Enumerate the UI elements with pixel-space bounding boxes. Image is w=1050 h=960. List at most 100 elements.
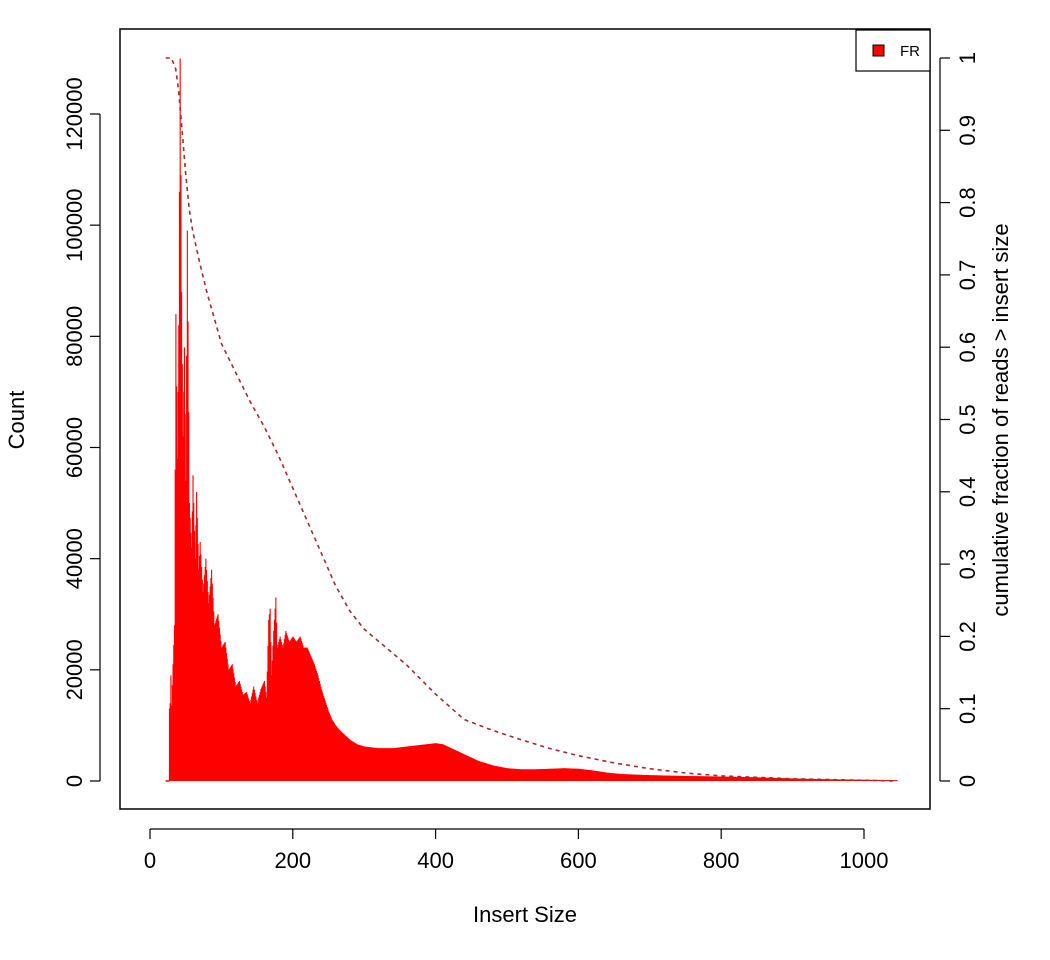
histogram-bar [728,776,730,781]
histogram-bar [632,774,634,781]
histogram-bar [560,768,562,781]
histogram-bar [748,777,750,781]
histogram-bar [419,745,421,781]
histogram-bar [760,777,762,781]
histogram-bar [777,778,779,781]
histogram-bar [245,692,247,781]
histogram-bar [568,768,570,781]
histogram-bar [528,769,530,781]
histogram-bar [227,664,229,781]
histogram-bar [533,769,535,781]
histogram-bar [211,583,213,781]
histogram-bar [538,769,540,781]
histogram-bar [248,698,250,781]
histogram-bar [178,191,181,782]
histogram-bar [630,774,632,781]
histogram-bar [183,391,185,781]
histogram-bar [640,774,642,781]
histogram-bar [772,777,775,781]
histogram-bar [198,555,201,781]
histogram-bar [861,779,863,781]
histogram-bar [733,776,735,781]
histogram-bar [431,743,433,781]
legend: FR [855,29,931,72]
histogram-bar [181,364,183,781]
histogram-bar [437,743,439,781]
histogram-bar [713,776,715,781]
histogram-bar [700,776,702,781]
histogram-bar [373,747,375,781]
histogram-bar [286,633,288,781]
histogram-bar [548,768,550,781]
histogram-bar [310,655,312,781]
histogram-bar [257,700,259,781]
histogram-bar [201,579,203,781]
histogram-bar [173,625,176,781]
histogram-bar [775,777,777,781]
histogram-bar [233,677,236,781]
histogram-bar [560,768,563,781]
histogram-bar [656,775,658,781]
histogram-bar [614,773,616,781]
histogram-bar [408,746,410,781]
histogram-bar [722,776,725,781]
histogram-bar [539,769,541,781]
y-right-tick-label: 0.6 [955,332,980,363]
histogram-bar [770,777,772,781]
histogram-bar [303,647,305,781]
histogram-bar [877,779,879,781]
histogram-bar [308,650,310,781]
histogram-bar [276,647,278,781]
histogram-bar [773,777,775,781]
histogram-bar [601,771,603,781]
histogram-bar [356,744,358,781]
histogram-bar [406,746,408,781]
histogram-bar [780,778,782,781]
histogram-bar [343,733,345,781]
histogram-bar [626,774,628,781]
histogram-bar [413,745,415,781]
histogram-bar [554,768,556,781]
histogram-bar [246,692,248,781]
histogram-bar [616,773,618,781]
histogram-bar [683,775,685,781]
histogram-bar [435,743,437,781]
histogram-bar [478,761,480,781]
histogram-bar [715,776,717,781]
histogram-bar [763,777,765,781]
histogram-bar [429,743,431,781]
histogram-bar [316,673,318,781]
histogram-bar [750,777,752,781]
histogram-bar [483,762,485,781]
histogram-bar [446,746,448,781]
histogram-bar [452,748,454,781]
histogram-bar [500,767,503,781]
histogram-bar [296,642,298,781]
histogram-bar [221,646,223,781]
histogram-bar [789,778,791,781]
histogram-bar [254,693,256,781]
histogram-bar [291,637,293,781]
histogram-bar [610,773,613,781]
histogram-bar [253,686,255,781]
histogram-bar [307,649,309,781]
histogram-bar [886,780,888,781]
histogram-bar [387,748,389,781]
histogram-bar [270,642,272,781]
histogram-bar [695,776,697,781]
histogram-bar [207,592,209,781]
histogram-bar [180,175,182,781]
histogram-bar [754,777,756,781]
histogram-bar [573,768,575,781]
histogram-bar [557,768,559,781]
histogram-bar [720,776,722,781]
histogram-bar [845,779,847,781]
histogram-bar [770,777,772,781]
histogram-bar [474,759,476,781]
histogram-bar [543,768,545,781]
histogram-bar [743,777,745,781]
histogram-bar [693,776,695,781]
histogram-bar [592,770,594,781]
histogram-bar [670,775,672,781]
histogram-bar [407,746,409,781]
